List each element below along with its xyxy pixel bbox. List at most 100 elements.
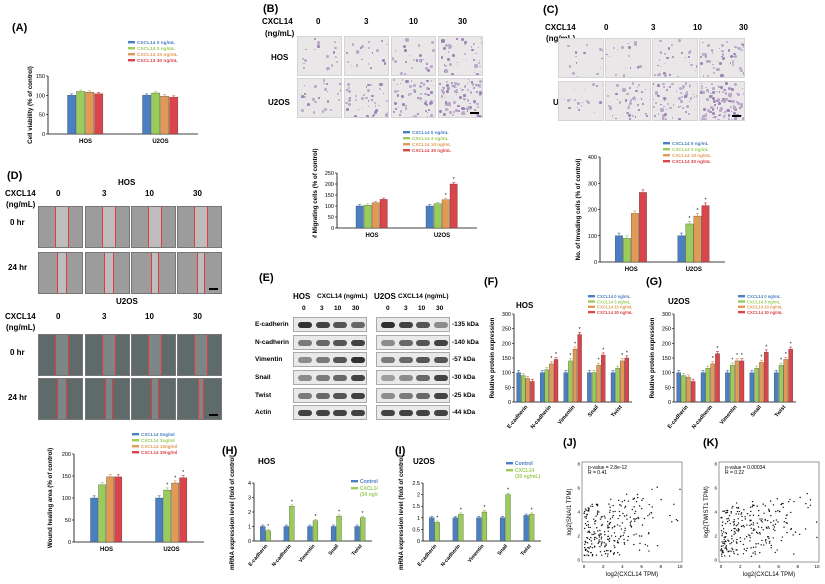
chart-h-hos-mrna: 0 1 2 3 4 mRNA expression level (fold of cont… [229,455,378,570]
scatter-point [627,500,630,502]
y-tick-label: 150 [662,356,671,362]
e-u2os-header: U2OS [374,292,396,301]
significance-mark: * [507,488,509,494]
scatter-point [757,526,760,528]
b-row-u2os: U2OS [268,98,290,107]
x-tick-label: E-cadherin [506,404,529,430]
scatter-point [622,534,624,537]
scatter-point [679,488,681,491]
bar [739,360,745,403]
scatter-point [722,542,724,545]
scatter-point [608,539,610,541]
scatter-point [600,536,603,538]
scatter-point [616,524,619,526]
chart-g-u2os-protein: 0 50 100 150 200 250 300 Relative protein expre… [649,294,796,430]
scatter-point [587,524,590,526]
blot-kda-label: -140 kDa [452,339,479,346]
x-tick-label: Snail [750,404,763,418]
micrograph-r1-c0 [297,78,342,118]
significance-mark: * [626,350,628,356]
bar [307,526,313,542]
micrograph-r0-c3 [438,36,483,76]
significance-mark: * [483,505,485,511]
bar [260,526,266,542]
scatter-point [673,503,675,505]
wound-image-r1-c0 [38,252,83,294]
scatter-point [767,536,770,538]
wound-image-r0-c3 [177,206,222,248]
legend-label: CXCL14 10 ng/mL [597,305,633,310]
scatter-point [618,538,620,540]
scatter-point [768,542,771,544]
bar [774,372,779,403]
wound-edge-line [207,207,209,247]
scatter-point [724,512,727,514]
wound-edge-line [104,379,106,419]
significance-mark: * [531,507,533,513]
bar [155,497,164,543]
bar [265,530,271,542]
scatter-point [772,520,775,522]
bar [336,516,342,542]
scatter-point [746,535,748,538]
significance-mark: * [362,511,364,517]
bar [505,494,511,542]
scatter-point [754,553,757,555]
scatter-point [584,548,587,551]
significance-mark: * [741,353,743,359]
bar [289,506,295,542]
scatter-point [780,539,783,542]
scatter-point [762,503,764,505]
scatter-point [750,547,752,549]
y-tick-label: 6 [577,486,580,491]
legend-label: CXCL14 3ng/ml [141,438,175,443]
scatter-point [594,523,596,525]
scatter-point [785,521,787,524]
legend-swatch [506,469,513,472]
scatter-point [766,519,769,522]
legend-swatch [738,300,745,303]
y-tick-label: 0 [594,260,597,266]
wound-image-r0-c2 [131,206,176,248]
panel-b-label: (B) [263,3,279,15]
x-tick-label: 6 [777,564,780,569]
scatter-point [652,517,654,519]
scatter-point [722,551,724,554]
scatter-point [750,519,752,522]
wound-gap [151,379,158,419]
wound-edge-line [66,379,67,419]
scatter-point [594,519,597,522]
wound-edge-line [55,335,57,375]
y-tick-label: 0 [508,400,511,406]
legend-label: Control [515,461,533,467]
micrograph-r0-c3 [699,38,745,78]
legend-label: CXCL14 10 ng/mL [672,153,711,158]
y-tick-label: 8 [714,462,717,467]
scatter-point [758,509,760,512]
x-tick-label: HOS [365,233,378,238]
scatter-point [605,544,607,546]
bar [754,368,759,403]
blot-label-twist: Twist [255,392,272,399]
scatter-point [759,551,761,554]
x-tick-label: 0 [720,564,723,569]
scatter-point [794,531,797,533]
wound-gap [104,379,113,419]
x-axis-title: log2(CXCL14 TPM) [743,572,795,578]
scatter-point [757,543,759,545]
blot-band [315,393,330,399]
scatter-point [638,505,641,507]
significance-mark: * [696,208,698,214]
scatter-point [732,548,734,551]
y-tick-label: 4 [577,510,580,515]
blot-band [398,410,413,416]
wound-image-r3-c1 [85,378,130,420]
x-tick-label: Vimentin [719,404,739,426]
x-tick-label: Twist [774,404,787,418]
scatter-point [725,546,727,548]
scatter-point [600,538,602,540]
scatter-point [636,517,638,520]
x-tick-label: N-cadherin [691,404,714,430]
wound-gap [197,253,204,293]
bar [715,353,720,403]
